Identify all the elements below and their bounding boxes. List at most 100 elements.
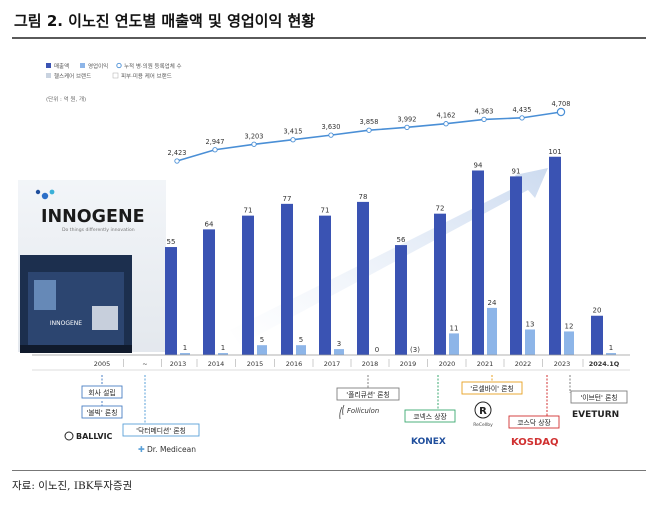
year-label: ~ bbox=[142, 360, 147, 368]
op-income-value-label: 13 bbox=[526, 320, 535, 328]
hospital-count-label: 4,435 bbox=[513, 106, 532, 114]
legend-beauty: 피부·미용 케어 브랜드 bbox=[121, 72, 172, 80]
milestone-kosdaq: 코스닥 상장 bbox=[517, 418, 550, 427]
op-income-bar bbox=[218, 353, 228, 355]
legend-hospitals: 누적 병·의원 등록업체 수 bbox=[124, 62, 182, 70]
hospital-count-point bbox=[290, 137, 296, 143]
year-labels: 2005 ~2013 2014 2015 2016 2017 2018 2019 2020 202… bbox=[94, 359, 620, 368]
sales-value-label: 72 bbox=[436, 205, 445, 213]
photo-sign: INNOGENE bbox=[50, 320, 82, 327]
legend-swatch-hospitals bbox=[116, 62, 122, 69]
legend-swatch-healthcare bbox=[46, 73, 51, 78]
legend-sales: 매출액 bbox=[54, 62, 69, 70]
op-income-bar bbox=[334, 349, 344, 355]
op-income-bar bbox=[525, 329, 535, 355]
recellby-logo: ReCellby bbox=[473, 422, 493, 428]
sales-bars bbox=[165, 156, 603, 355]
op-income-value-label: 0 bbox=[375, 346, 379, 354]
hospital-count-point bbox=[251, 141, 257, 147]
milestone-konex-box bbox=[404, 409, 456, 423]
legend-op-income: 영업이익 bbox=[88, 62, 108, 70]
year-label: 2024.1Q bbox=[589, 360, 620, 368]
hospital-count-point bbox=[556, 107, 566, 117]
op-income-value-label: 3 bbox=[337, 340, 341, 348]
op-income-bar bbox=[487, 307, 497, 355]
ballvic-logo-icon bbox=[64, 431, 74, 441]
op-income-bar bbox=[257, 345, 267, 355]
op-income-value-label: (3) bbox=[410, 346, 420, 354]
hospital-count-label: 2,947 bbox=[206, 138, 225, 146]
photo-panel-right bbox=[92, 306, 118, 330]
milestone-ballvic: '볼빅' 론칭 bbox=[87, 408, 118, 417]
year-label: 2017 bbox=[324, 360, 341, 368]
source-note: 자료: 이노진, IBK투자증권 bbox=[12, 480, 133, 492]
hospital-count-point bbox=[443, 121, 449, 127]
growth-arrow-background bbox=[230, 168, 548, 345]
op-income-value-label: 1 bbox=[221, 344, 225, 352]
legend-healthcare: 헬스케어 브랜드 bbox=[54, 72, 91, 80]
unit-label: (단위 : 억 원, 개) bbox=[46, 95, 86, 103]
company-tagline: Do things differently innovation bbox=[62, 227, 135, 233]
op-income-value-label: 1 bbox=[183, 344, 187, 352]
hospital-count-line: 2,423 2,947 3,203 3,415 3,630 3,858 3,992 4,162… bbox=[168, 100, 571, 164]
sales-value-label: 64 bbox=[205, 220, 214, 228]
chart: 매출액 영업이익 누적 병·의원 등록업체 수 헬스케어 브랜드 피부·미용 케… bbox=[18, 62, 630, 454]
op-income-value-label: 5 bbox=[260, 336, 264, 344]
sales-value-label: 94 bbox=[474, 161, 483, 169]
legend-swatch-sales bbox=[46, 63, 51, 68]
hospital-count-point bbox=[481, 116, 487, 123]
sales-bar bbox=[549, 156, 561, 355]
hospital-count-label: 3,858 bbox=[360, 118, 379, 126]
sales-value-label: 71 bbox=[321, 207, 330, 215]
milestone-eveturn-box bbox=[570, 390, 628, 404]
hospital-count-label: 3,630 bbox=[322, 123, 341, 131]
sales-bar bbox=[472, 170, 484, 355]
sales-value-label: 20 bbox=[593, 307, 602, 315]
hospital-count-label: 3,415 bbox=[284, 128, 303, 136]
photo-panel-left bbox=[34, 280, 56, 310]
year-label: 2022 bbox=[515, 360, 532, 368]
figure-title: 그림 2. 이노진 연도별 매출액 및 영업이익 현황 bbox=[14, 12, 316, 30]
op-income-bar bbox=[564, 331, 574, 355]
x-axis bbox=[32, 354, 630, 371]
sales-value-label: 56 bbox=[397, 236, 406, 244]
year-label: 2016 bbox=[286, 360, 303, 368]
milestone-drmedicean-box bbox=[122, 423, 200, 437]
sales-bar bbox=[510, 176, 522, 355]
hospital-count-point bbox=[174, 158, 180, 164]
sales-bar bbox=[281, 203, 293, 355]
hospital-count-label: 3,203 bbox=[245, 132, 264, 140]
hospital-count-point bbox=[366, 127, 372, 133]
op-income-value-label: 1 bbox=[609, 344, 613, 352]
year-label: 2015 bbox=[247, 360, 264, 368]
milestone-recellby-box bbox=[461, 381, 523, 395]
legend-swatch-op-income bbox=[80, 63, 85, 68]
kosdaq-logo: KOSDAQ bbox=[511, 437, 559, 448]
hospital-count-label: 3,992 bbox=[398, 115, 417, 123]
year-label: 2023 bbox=[554, 360, 571, 368]
milestone-konex: 코넥스 상장 bbox=[413, 412, 446, 421]
drmedicean-logo: Dr. Medicean bbox=[147, 445, 196, 454]
year-label: 2013 bbox=[170, 360, 187, 368]
sales-bar bbox=[319, 215, 331, 355]
hospital-count-label: 4,162 bbox=[437, 112, 456, 120]
milestone-folliculon: '폴리큐션' 론칭 bbox=[346, 390, 389, 399]
bar-value-labels: 55164171577571378056(3)72119424911310112… bbox=[167, 148, 614, 354]
sales-bar bbox=[434, 213, 446, 355]
milestone-kosdaq-box bbox=[508, 415, 560, 429]
hospital-count-label: 4,708 bbox=[552, 100, 571, 108]
eveturn-logo: EVETURN bbox=[572, 410, 619, 420]
op-income-bars bbox=[180, 307, 616, 355]
recellby-logo-icon bbox=[474, 401, 492, 419]
milestone-founding: 회사 설립 bbox=[88, 388, 115, 397]
year-label: 2005 bbox=[94, 360, 111, 368]
hospital-count-label: 4,363 bbox=[475, 107, 494, 115]
sales-value-label: 71 bbox=[244, 207, 253, 215]
folliculon-logo: Folliculon bbox=[347, 407, 379, 415]
sales-bar bbox=[165, 247, 177, 355]
sales-bar bbox=[357, 201, 369, 355]
year-label: 2014 bbox=[208, 360, 225, 368]
year-label: 2021 bbox=[477, 360, 494, 368]
year-label: 2019 bbox=[400, 360, 417, 368]
year-label: 2018 bbox=[362, 360, 379, 368]
